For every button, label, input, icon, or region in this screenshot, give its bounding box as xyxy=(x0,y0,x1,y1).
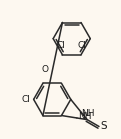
Text: S: S xyxy=(100,121,107,131)
Text: Cl: Cl xyxy=(78,41,86,50)
Text: O: O xyxy=(42,64,49,74)
Text: Cl: Cl xyxy=(22,95,31,104)
Text: Cl: Cl xyxy=(56,41,65,50)
Text: NH: NH xyxy=(78,111,91,121)
Text: NH: NH xyxy=(82,109,95,118)
